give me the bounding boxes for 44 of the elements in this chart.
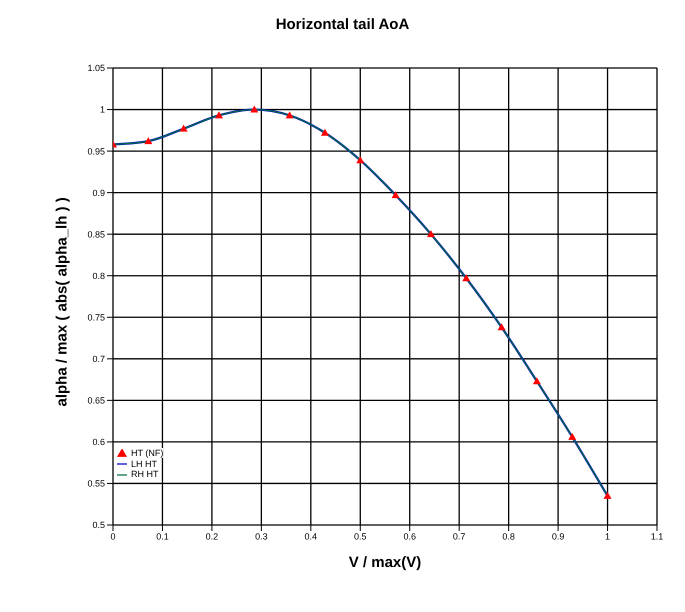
x-tick-label: 0.6 xyxy=(403,531,416,542)
legend-label: HT (NF) xyxy=(131,448,164,458)
y-tick-label: 0.75 xyxy=(87,312,105,322)
point xyxy=(356,156,364,164)
y-tick-label: 0.8 xyxy=(92,270,105,281)
point xyxy=(568,432,576,440)
x-tick-label: 0.1 xyxy=(156,531,169,542)
x-tick-label: 0.9 xyxy=(552,531,564,542)
x-tick-label: 0.5 xyxy=(354,531,367,542)
point xyxy=(144,137,152,144)
legend-label: RH HT xyxy=(131,469,158,480)
x-tick-label: 0 xyxy=(110,531,116,542)
y-tick-label: 1 xyxy=(100,104,105,115)
x-tick-label: 1.1 xyxy=(650,531,664,542)
x-tick-label: 0.4 xyxy=(304,531,318,542)
y-tick-label: 0.85 xyxy=(87,229,105,240)
y-tick-label: 0.5 xyxy=(92,520,105,530)
point xyxy=(462,274,470,282)
x-tick-label: 0.8 xyxy=(502,531,515,542)
x-axis-title: V / max(V) xyxy=(348,554,422,571)
point xyxy=(180,124,188,132)
point xyxy=(498,323,506,330)
point xyxy=(320,128,329,136)
point xyxy=(214,111,223,118)
chart-title: Horizontal tail AoA xyxy=(274,16,410,33)
point xyxy=(426,230,435,238)
point xyxy=(604,492,612,499)
legend-label: LH HT xyxy=(131,458,158,469)
y-tick-label: 0.7 xyxy=(92,354,105,364)
y-tick-label: 0.65 xyxy=(87,396,105,406)
y-tick-label: 0.95 xyxy=(87,146,105,156)
point xyxy=(286,111,294,118)
point xyxy=(250,106,258,113)
y-tick-label: 1.05 xyxy=(87,63,105,74)
x-tick-label: 0.7 xyxy=(452,531,466,542)
x-tick-label: 0.2 xyxy=(206,531,218,542)
y-tick-label: 0.55 xyxy=(87,478,105,489)
y-tick-label: 0.6 xyxy=(92,437,105,448)
y-axis-title: alpha / max ( abs( alpha_lh ) ) xyxy=(53,197,70,406)
point xyxy=(532,377,541,384)
x-tick-label: 1 xyxy=(605,531,610,542)
point xyxy=(392,191,400,198)
y-tick-label: 0.9 xyxy=(92,188,105,198)
x-tick-label: 0.3 xyxy=(255,531,268,542)
